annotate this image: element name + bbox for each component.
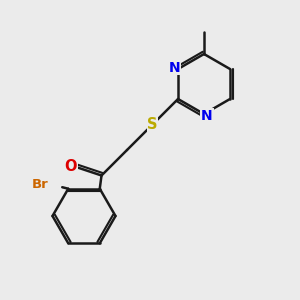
Text: N: N: [169, 61, 180, 74]
Text: O: O: [65, 159, 77, 174]
Text: N: N: [201, 109, 213, 122]
Text: S: S: [147, 117, 158, 132]
Text: Br: Br: [32, 178, 49, 191]
